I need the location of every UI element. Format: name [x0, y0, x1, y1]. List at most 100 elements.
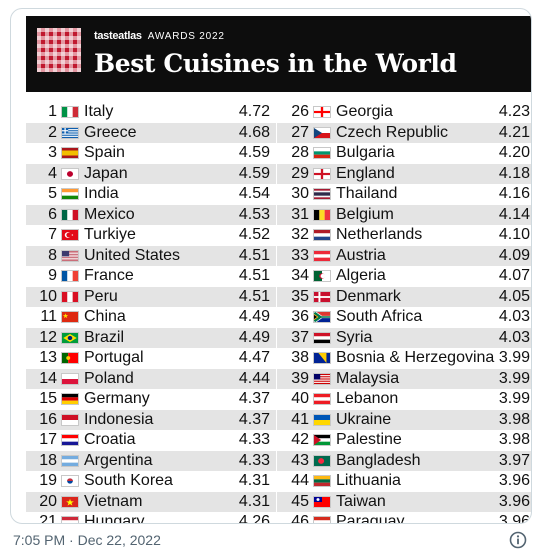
ranking-row: 42 Palestine 3.98: [277, 430, 531, 451]
country-name: Portugal: [84, 349, 144, 366]
rank-number: 2: [48, 123, 57, 141]
country-name: South Africa: [336, 308, 423, 325]
country-name: Croatia: [84, 431, 136, 448]
rank-number: 17: [39, 431, 57, 448]
ranking-row: 46 Paraguay 3.96: [277, 512, 531, 523]
ranking-row: 43 Bangladesh 3.97: [277, 450, 531, 471]
rank-number: 39: [291, 369, 309, 387]
rank-number: 14: [39, 369, 57, 387]
flag-icon: [313, 249, 331, 262]
ranking-row: 3 Spain 4.59: [26, 143, 276, 164]
tweet-media-card[interactable]: tasteatlas AWARDS 2022 Best Cuisines in t…: [10, 8, 532, 524]
score-value: 4.10: [498, 226, 530, 243]
score-value: 4.09: [498, 246, 530, 264]
score-value: 4.51: [238, 246, 270, 264]
flag-icon: [313, 270, 331, 282]
rank-number: 32: [291, 226, 309, 243]
country-name: Bosnia & Herzegovina: [336, 349, 495, 366]
country-name: Lebanon: [336, 390, 399, 407]
flag-icon: [61, 290, 79, 303]
checkered-logo-icon: [37, 28, 81, 72]
flag-icon: [313, 126, 331, 139]
rank-number: 37: [291, 328, 309, 346]
score-value: 4.05: [498, 287, 530, 305]
brand-name: tasteatlas: [94, 30, 142, 42]
country-name: Turkiye: [84, 226, 136, 243]
flag-icon: [313, 352, 331, 364]
score-value: 4.31: [238, 472, 270, 489]
flag-icon: [313, 516, 331, 523]
country-name: Syria: [336, 328, 373, 346]
ranking-row: 11 China 4.49: [26, 307, 276, 328]
score-value: 4.47: [238, 349, 270, 366]
ranking-row: 6 Mexico 4.53: [26, 204, 276, 225]
flag-icon: [313, 495, 331, 508]
score-value: 3.98: [498, 410, 530, 428]
country-name: Paraguay: [336, 513, 405, 523]
flag-icon: [313, 188, 331, 200]
ranking-row: 9 France 4.51: [26, 266, 276, 287]
rank-number: 33: [291, 246, 309, 264]
ranking-row: 14 Poland 4.44: [26, 368, 276, 389]
ranking-row: 18 Argentina 4.33: [26, 450, 276, 471]
flag-icon: [61, 331, 79, 344]
flag-icon: [61, 147, 79, 159]
flag-icon: [61, 188, 79, 200]
rank-number: 26: [291, 103, 309, 120]
country-name: Poland: [84, 369, 134, 387]
tweet-timestamp[interactable]: 7:05 PM · Dec 22, 2022: [13, 532, 161, 548]
rank-number: 10: [39, 287, 57, 305]
country-name: India: [84, 185, 119, 202]
flag-icon: [313, 331, 331, 344]
rank-number: 45: [291, 492, 309, 510]
rank-number: 21: [39, 513, 57, 523]
ranking-row: 21 Hungary 4.26: [26, 512, 276, 523]
score-value: 4.68: [238, 123, 270, 141]
flag-icon: [61, 393, 79, 405]
rank-number: 43: [291, 451, 309, 469]
ranking-table: 1 Italy 4.72 2 Greece 4.68 3 Spain 4.59 4 Japan 4.5…: [26, 102, 531, 523]
country-name: Italy: [84, 103, 114, 120]
score-value: 3.96: [498, 472, 530, 489]
award-banner: tasteatlas AWARDS 2022 Best Cuisines in t…: [26, 16, 531, 92]
info-icon[interactable]: [509, 531, 527, 549]
score-value: 4.33: [238, 451, 270, 469]
country-name: Germany: [84, 390, 150, 407]
rank-number: 38: [291, 349, 309, 366]
ranking-row: 8 United States 4.51: [26, 245, 276, 266]
country-name: Palestine: [336, 431, 402, 448]
flag-icon: [61, 311, 79, 323]
ranking-row: 4 Japan 4.59: [26, 163, 276, 184]
rank-number: 36: [291, 308, 309, 325]
ranking-row: 17 Croatia 4.33: [26, 430, 276, 451]
rank-number: 12: [39, 328, 57, 346]
rank-number: 44: [291, 472, 309, 489]
ranking-row: 1 Italy 4.72: [26, 102, 276, 123]
flag-icon: [61, 475, 79, 487]
rank-number: 18: [39, 451, 57, 469]
score-value: 4.14: [498, 205, 530, 223]
rank-number: 27: [291, 123, 309, 141]
country-name: Lithuania: [336, 472, 401, 489]
score-value: 4.59: [238, 144, 270, 161]
flag-icon: [61, 352, 79, 364]
flag-icon: [61, 106, 79, 118]
brand-award: AWARDS 2022: [147, 31, 225, 42]
flag-icon: [313, 167, 331, 180]
country-name: France: [84, 267, 134, 284]
rank-number: 30: [291, 185, 309, 202]
country-name: Malaysia: [336, 369, 400, 387]
rank-number: 40: [291, 390, 309, 407]
score-value: 4.03: [498, 308, 530, 325]
country-name: Netherlands: [336, 226, 423, 243]
flag-icon: [61, 249, 79, 262]
rank-number: 8: [48, 246, 57, 264]
country-name: Thailand: [336, 185, 398, 202]
country-name: Brazil: [84, 328, 125, 346]
rank-number: 46: [291, 513, 309, 523]
flag-icon: [313, 413, 331, 426]
score-value: 4.52: [238, 226, 270, 243]
country-name: Hungary: [84, 513, 145, 523]
flag-icon: [61, 454, 79, 467]
flag-icon: [313, 208, 331, 221]
